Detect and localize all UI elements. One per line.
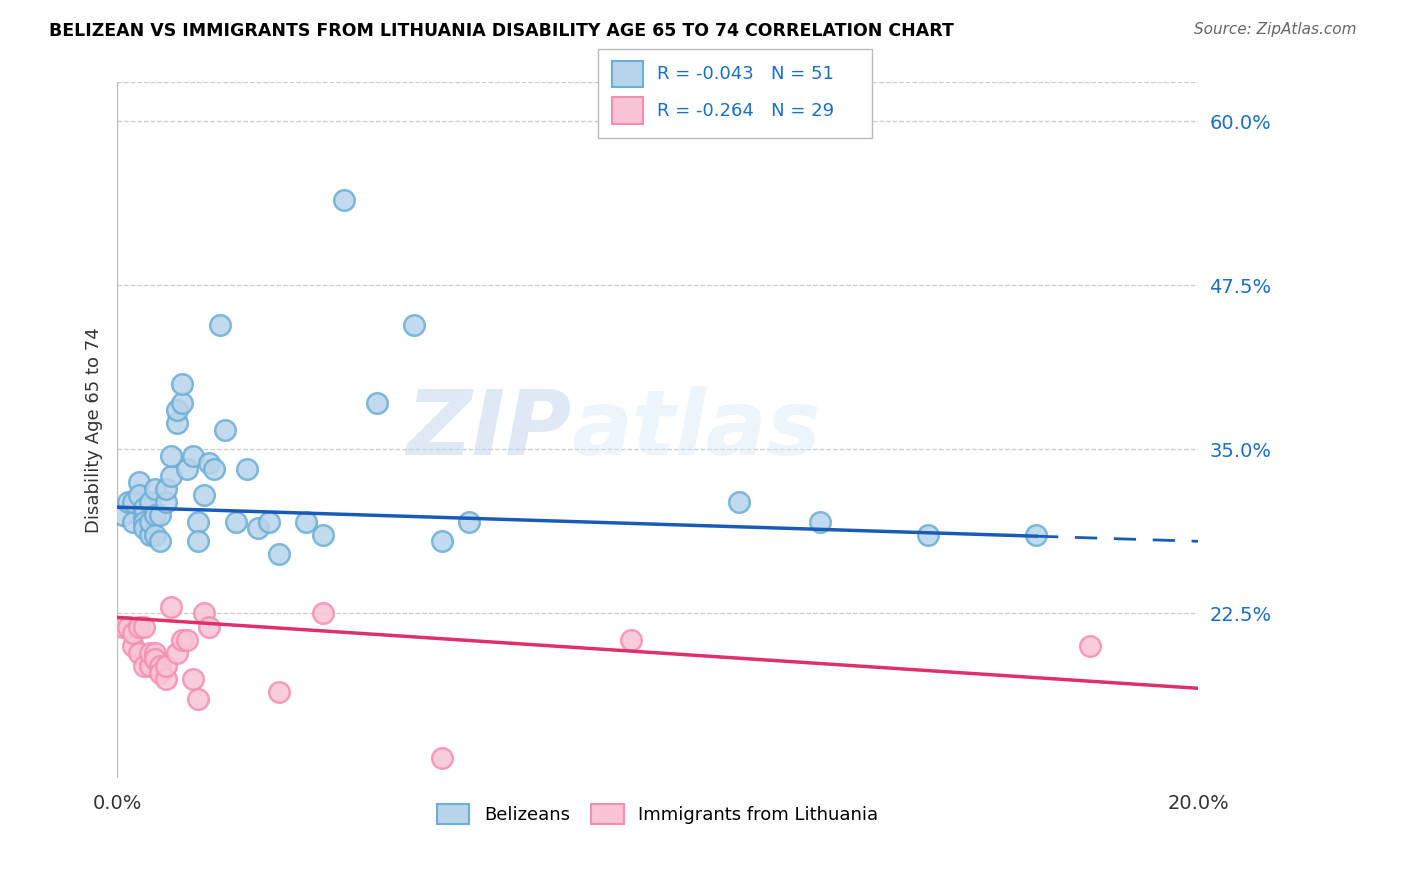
Point bbox=[128, 646, 150, 660]
Text: Source: ZipAtlas.com: Source: ZipAtlas.com bbox=[1194, 22, 1357, 37]
Point bbox=[134, 508, 156, 522]
Point bbox=[176, 632, 198, 647]
Point bbox=[1025, 527, 1047, 541]
Point bbox=[225, 515, 247, 529]
Point bbox=[128, 475, 150, 490]
Point bbox=[143, 508, 166, 522]
Text: R = -0.264   N = 29: R = -0.264 N = 29 bbox=[657, 102, 834, 120]
Point bbox=[155, 659, 177, 673]
Point bbox=[187, 534, 209, 549]
Point bbox=[160, 449, 183, 463]
Point bbox=[149, 534, 172, 549]
Point bbox=[457, 515, 479, 529]
Point bbox=[138, 515, 160, 529]
Point bbox=[166, 403, 188, 417]
Point bbox=[181, 449, 204, 463]
Point bbox=[122, 495, 145, 509]
Point bbox=[193, 488, 215, 502]
Point bbox=[187, 691, 209, 706]
Point bbox=[149, 508, 172, 522]
Text: R = -0.043   N = 51: R = -0.043 N = 51 bbox=[657, 65, 834, 83]
Point bbox=[134, 515, 156, 529]
Point bbox=[138, 659, 160, 673]
Text: atlas: atlas bbox=[571, 385, 821, 474]
Point bbox=[138, 646, 160, 660]
Point bbox=[128, 619, 150, 633]
Point bbox=[176, 462, 198, 476]
Point bbox=[138, 495, 160, 509]
Point bbox=[236, 462, 259, 476]
Point bbox=[143, 527, 166, 541]
Point bbox=[430, 751, 453, 765]
Point bbox=[122, 626, 145, 640]
Point bbox=[143, 482, 166, 496]
Point bbox=[143, 652, 166, 666]
Point bbox=[117, 619, 139, 633]
Point bbox=[620, 632, 643, 647]
Point bbox=[122, 515, 145, 529]
Point bbox=[246, 521, 269, 535]
Point bbox=[134, 501, 156, 516]
Point bbox=[170, 632, 193, 647]
Point bbox=[257, 515, 280, 529]
Point bbox=[204, 462, 226, 476]
Point bbox=[193, 607, 215, 621]
Y-axis label: Disability Age 65 to 74: Disability Age 65 to 74 bbox=[86, 326, 103, 533]
Point bbox=[170, 376, 193, 391]
Point bbox=[134, 619, 156, 633]
Point bbox=[208, 318, 231, 332]
Point bbox=[214, 423, 236, 437]
Point bbox=[128, 488, 150, 502]
Legend: Belizeans, Immigrants from Lithuania: Belizeans, Immigrants from Lithuania bbox=[437, 805, 879, 824]
Point bbox=[727, 495, 749, 509]
Point bbox=[333, 193, 356, 207]
Point bbox=[1078, 640, 1101, 654]
Point bbox=[269, 548, 291, 562]
Point bbox=[160, 599, 183, 614]
Point bbox=[122, 640, 145, 654]
Point bbox=[166, 646, 188, 660]
Point bbox=[138, 527, 160, 541]
Point bbox=[404, 318, 426, 332]
Text: BELIZEAN VS IMMIGRANTS FROM LITHUANIA DISABILITY AGE 65 TO 74 CORRELATION CHART: BELIZEAN VS IMMIGRANTS FROM LITHUANIA DI… bbox=[49, 22, 955, 40]
Point bbox=[117, 495, 139, 509]
Point bbox=[917, 527, 939, 541]
Point bbox=[430, 534, 453, 549]
Point bbox=[155, 672, 177, 686]
Point bbox=[155, 482, 177, 496]
Point bbox=[170, 396, 193, 410]
Point bbox=[149, 665, 172, 680]
Point bbox=[166, 416, 188, 430]
Point bbox=[155, 495, 177, 509]
Point bbox=[111, 619, 134, 633]
Point bbox=[134, 521, 156, 535]
Point bbox=[311, 607, 333, 621]
Text: ZIP: ZIP bbox=[406, 385, 571, 474]
Point bbox=[198, 619, 221, 633]
Point bbox=[311, 527, 333, 541]
Point bbox=[134, 659, 156, 673]
Point bbox=[366, 396, 388, 410]
Point bbox=[160, 468, 183, 483]
Point bbox=[149, 659, 172, 673]
Point bbox=[198, 456, 221, 470]
Point bbox=[181, 672, 204, 686]
Point bbox=[269, 685, 291, 699]
Point bbox=[295, 515, 318, 529]
Point bbox=[808, 515, 831, 529]
Point bbox=[111, 508, 134, 522]
Point bbox=[187, 515, 209, 529]
Point bbox=[143, 646, 166, 660]
